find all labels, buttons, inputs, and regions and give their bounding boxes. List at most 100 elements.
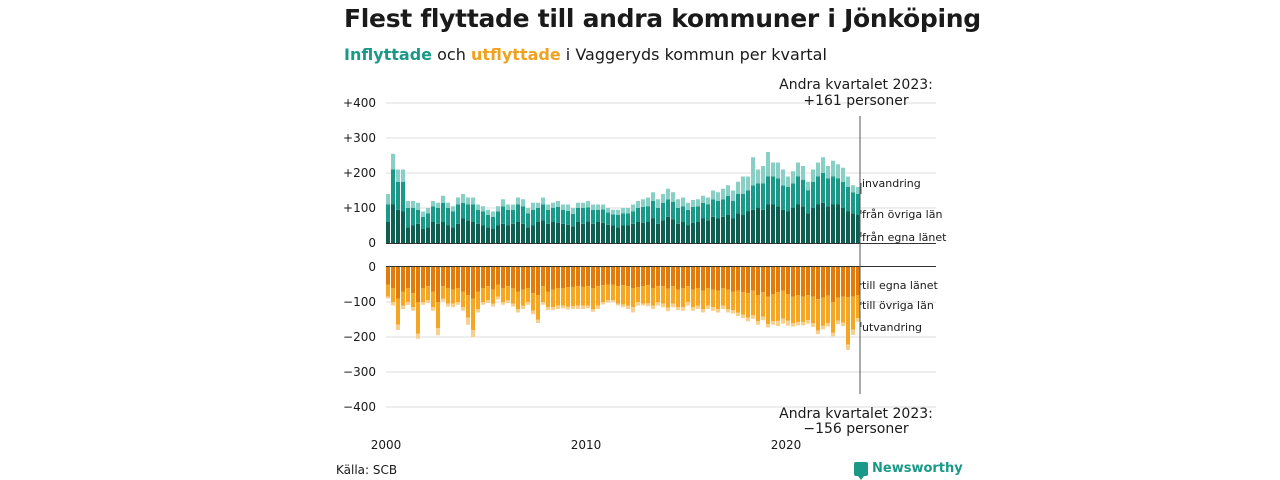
bar-out-segment: [431, 307, 435, 311]
bar-in-segment: [756, 208, 760, 243]
bar-in-segment: [601, 204, 605, 210]
bar-out-segment: [486, 286, 490, 301]
bar-out-segment: [456, 288, 460, 302]
bar-in-segment: [836, 164, 840, 179]
bar-in-segment: [401, 169, 405, 182]
bar-out-segment: [576, 286, 580, 306]
bar-in-segment: [641, 199, 645, 207]
bar-out-segment: [726, 309, 730, 313]
bar-out-segment: [691, 267, 695, 290]
bar-out-segment: [426, 286, 430, 301]
bar-in-segment: [426, 208, 430, 214]
bar-out-segment: [481, 267, 485, 288]
bar-in-segment: [786, 176, 790, 187]
bar-out-segment: [591, 309, 595, 312]
bar-out-segment: [526, 267, 530, 288]
bar-out-segment: [466, 295, 470, 318]
bar-in-segment: [436, 202, 440, 208]
bar-out-segment: [426, 300, 430, 304]
bar-in-segment: [616, 209, 620, 215]
bar-in-segment: [756, 169, 760, 184]
bar-out-segment: [581, 267, 585, 287]
bar-out-segment: [731, 291, 735, 311]
bar-out-segment: [771, 267, 775, 295]
bar-out-segment: [536, 295, 540, 320]
bar-in-segment: [761, 166, 765, 184]
y-tick-in: +400: [343, 96, 376, 110]
bar-out-segment: [506, 267, 510, 287]
bar-in-segment: [516, 222, 520, 243]
bar-in-segment: [536, 202, 540, 208]
bar-in-segment: [601, 209, 605, 223]
bar-out-segment: [581, 305, 585, 309]
bar-in-segment: [661, 202, 665, 221]
bar-in-segment: [636, 208, 640, 222]
subtitle-utflyttade: utflyttade: [470, 45, 561, 64]
bar-in-segment: [546, 223, 550, 243]
bar-out-segment: [636, 267, 640, 288]
bar-in-segment: [531, 225, 535, 243]
bar-in-segment: [691, 222, 695, 243]
bar-in-segment: [581, 223, 585, 243]
bar-in-segment: [606, 212, 610, 225]
bar-out-segment: [516, 309, 520, 313]
bar-in-segment: [506, 204, 510, 210]
bar-out-segment: [616, 267, 620, 287]
y-tick-out: 0: [368, 260, 376, 274]
bar-in-segment: [511, 209, 515, 224]
bar-in-segment: [781, 169, 785, 186]
newsworthy-logo[interactable]: Newsworthy: [854, 461, 963, 480]
bar-in-segment: [451, 227, 455, 243]
bar-out-segment: [831, 332, 835, 337]
bar-in-segment: [501, 206, 505, 224]
bar-in-segment: [486, 209, 490, 215]
bar-out-segment: [476, 267, 480, 292]
bar-in-segment: [826, 178, 830, 207]
bar-out-segment: [786, 267, 790, 295]
bar-out-segment: [731, 267, 735, 292]
bar-in-segment: [666, 199, 670, 217]
bar-in-segment: [831, 176, 835, 205]
bar-in-segment: [471, 222, 475, 243]
bar-out-segment: [811, 267, 815, 297]
bar-in-segment: [816, 204, 820, 243]
bar-out-segment: [471, 330, 475, 337]
bar-out-segment: [461, 291, 465, 308]
bar-out-segment: [606, 284, 610, 301]
bar-in-segment: [846, 211, 850, 243]
bar-out-segment: [416, 333, 420, 339]
bar-out-segment: [761, 292, 765, 317]
bar-in-segment: [821, 202, 825, 243]
bar-in-segment: [751, 157, 755, 186]
bar-out-segment: [841, 267, 845, 297]
bar-in-segment: [631, 223, 635, 243]
bar-in-segment: [416, 209, 420, 224]
bar-in-segment: [521, 199, 525, 207]
bar-in-segment: [776, 162, 780, 179]
bars-inflyttade: [386, 152, 860, 243]
bar-out-segment: [441, 298, 445, 302]
bar-out-segment: [746, 293, 750, 318]
bar-in-segment: [621, 225, 625, 243]
bar-out-segment: [406, 302, 410, 305]
bar-in-segment: [526, 227, 530, 243]
bar-out-segment: [846, 267, 850, 298]
bar-in-segment: [796, 204, 800, 243]
bar-in-segment: [526, 208, 530, 214]
bar-in-segment: [856, 215, 860, 243]
bar-out-segment: [666, 267, 670, 289]
bar-in-segment: [771, 176, 775, 205]
bar-out-segment: [646, 267, 650, 286]
bar-out-segment: [441, 286, 445, 299]
bar-out-segment: [566, 267, 570, 288]
bar-in-segment: [571, 213, 575, 227]
bar-out-segment: [606, 300, 610, 303]
bar-in-segment: [566, 204, 570, 211]
chart-title: Flest flyttade till andra kommuner i Jön…: [344, 4, 981, 33]
bar-in-segment: [691, 199, 695, 207]
bar-out-segment: [421, 302, 425, 305]
bar-in-segment: [851, 185, 855, 193]
bar-out-segment: [436, 328, 440, 336]
bar-out-segment: [751, 290, 755, 316]
bar-out-segment: [851, 329, 855, 335]
